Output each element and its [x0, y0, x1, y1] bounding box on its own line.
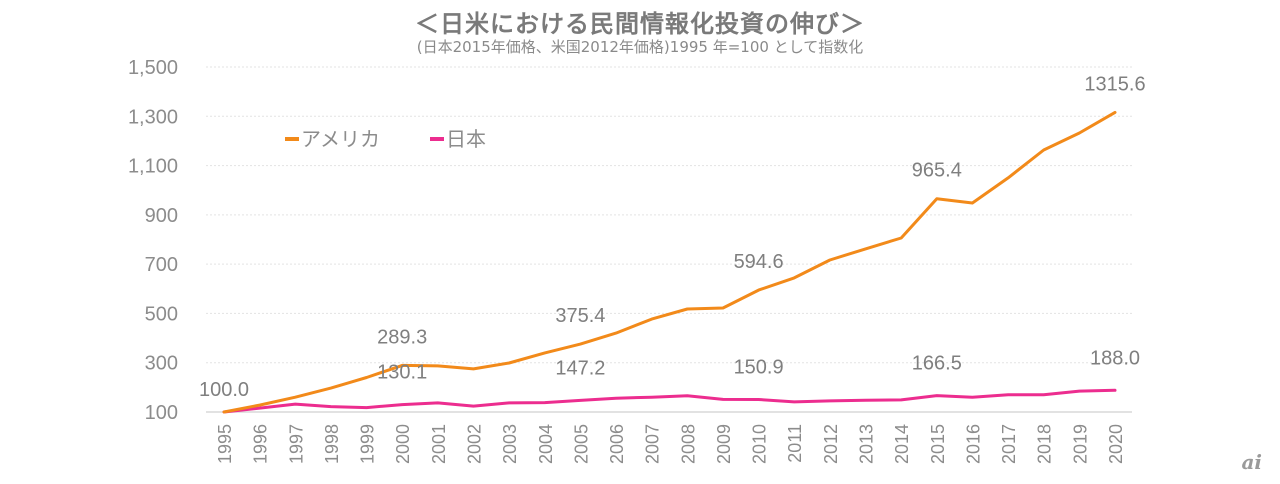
y-tick-label: 1,100	[128, 156, 178, 178]
data-label: 375.4	[555, 305, 605, 327]
x-tick-label: 1995	[215, 424, 235, 464]
x-axis-ticks: 1995 1996 1997 1998 1999 2000 2001 2002 2003 2004…	[215, 424, 1126, 464]
x-tick-label: 1996	[251, 424, 271, 464]
y-tick-label: 1,500	[128, 57, 178, 79]
y-tick-label: 700	[145, 254, 178, 276]
y-tick-label: 300	[145, 353, 178, 375]
data-label: 188.0	[1090, 347, 1140, 369]
data-label: 150.9	[734, 356, 784, 378]
legend: アメリカ 日本	[285, 127, 486, 151]
x-tick-label: 2002	[464, 424, 484, 464]
x-tick-label: 1999	[358, 424, 378, 464]
x-tick-label: 2003	[500, 424, 520, 464]
x-tick-label: 2001	[429, 424, 449, 464]
x-tick-label: 1998	[322, 424, 342, 464]
y-tick-label: 1,300	[128, 106, 178, 128]
data-label: 965.4	[912, 160, 962, 182]
y-tick-label: 900	[145, 205, 178, 227]
data-label: 594.6	[734, 251, 784, 273]
x-tick-label: 2018	[1035, 424, 1055, 464]
data-label: 1315.6	[1084, 73, 1145, 95]
y-axis-ticks: 100 300 500 700 900 1,100 1,300 1,500	[128, 57, 178, 424]
x-tick-label: 2016	[963, 424, 983, 464]
x-tick-label: 2005	[571, 424, 591, 464]
chart-title: ＜日米における民間情報化投資の伸び＞	[415, 10, 865, 38]
y-tick-label: 100	[145, 402, 178, 424]
y-tick-label: 500	[145, 303, 178, 325]
x-tick-label: 2019	[1070, 424, 1090, 464]
x-tick-label: 2020	[1106, 424, 1126, 464]
x-tick-label: 2004	[536, 424, 556, 464]
x-tick-label: 2017	[999, 424, 1019, 464]
series-lines	[222, 110, 1117, 414]
ai-logo: ai	[1241, 450, 1262, 474]
legend-label: 日本	[446, 127, 486, 151]
x-tick-label: 2011	[785, 424, 805, 463]
x-tick-label: 2006	[607, 424, 627, 464]
data-label: 147.2	[555, 357, 605, 379]
x-tick-label: 2008	[678, 424, 698, 464]
x-tick-label: 1997	[286, 424, 306, 464]
x-tick-label: 2013	[857, 424, 877, 464]
data-labels: 289.3 375.4 594.6 965.4 1315.6 100.0 130.1 147.…	[199, 73, 1146, 401]
x-tick-label: 2009	[714, 424, 734, 464]
gridlines	[206, 66, 1132, 413]
x-tick-label: 2015	[928, 424, 948, 464]
data-label: 289.3	[377, 326, 427, 348]
x-tick-label: 2010	[750, 424, 770, 464]
data-label: 100.0	[199, 379, 249, 401]
data-label: 130.1	[377, 362, 427, 384]
series-line-usa	[222, 110, 1117, 414]
legend-label: アメリカ	[301, 127, 380, 151]
series-line-japan	[222, 388, 1117, 414]
x-tick-label: 2007	[643, 424, 663, 464]
x-tick-label: 2000	[393, 424, 413, 464]
chart-subtitle: (日本2015年価格、米国2012年価格)1995 年=100 として指数化	[416, 38, 864, 56]
data-label: 166.5	[912, 353, 962, 375]
x-tick-label: 2012	[821, 424, 841, 464]
x-tick-label: 2014	[892, 424, 912, 464]
